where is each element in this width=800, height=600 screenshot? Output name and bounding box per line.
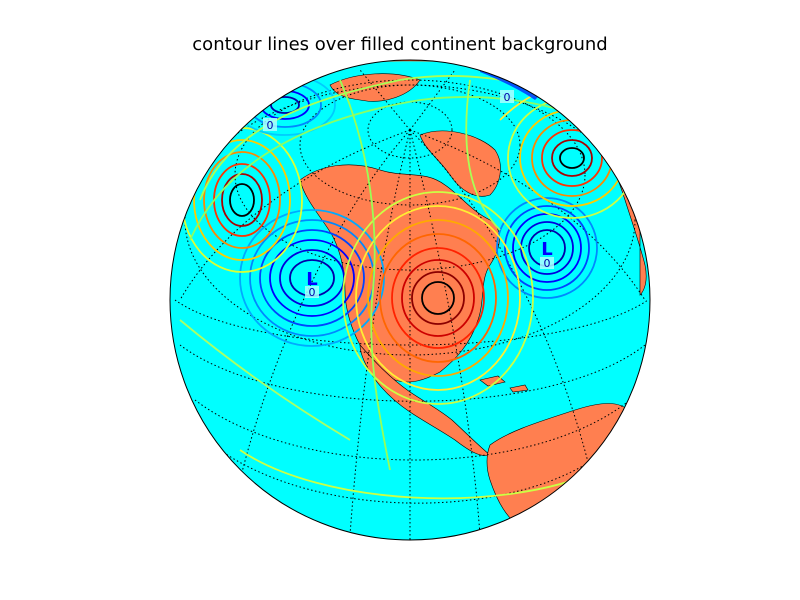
low-letter: L: [306, 269, 317, 290]
low-marker-north: 0: [263, 118, 277, 132]
low-marker-northeast: 0: [500, 90, 514, 104]
greenland: [419, 130, 501, 197]
low-marker-west: L 0: [305, 269, 319, 299]
globe-outline: [169, 59, 651, 541]
contour-label: 0: [267, 119, 274, 132]
low-letter: L: [541, 239, 552, 260]
contour-low-west: [239, 209, 385, 347]
figure-title: contour lines over filled continent back…: [192, 34, 608, 55]
contour-high-center: [342, 191, 534, 405]
caribbean-island: [509, 384, 529, 393]
low-marker-east: L 0: [540, 239, 554, 270]
contour-label: 0: [309, 286, 316, 299]
contour-label: 0: [544, 257, 551, 270]
contour-label: 0: [504, 91, 511, 104]
